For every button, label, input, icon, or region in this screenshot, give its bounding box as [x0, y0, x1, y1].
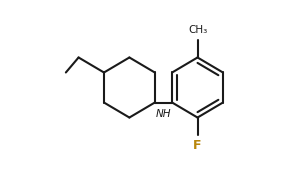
Text: F: F [193, 139, 202, 152]
Text: CH₃: CH₃ [188, 25, 207, 35]
Text: NH: NH [156, 109, 171, 119]
